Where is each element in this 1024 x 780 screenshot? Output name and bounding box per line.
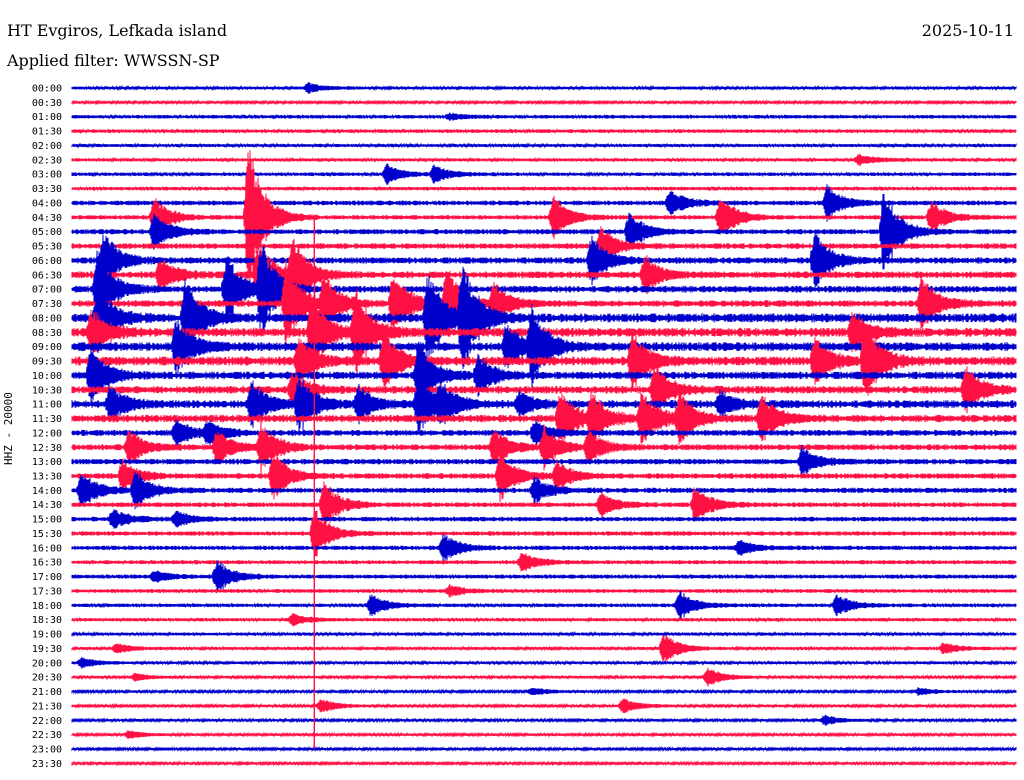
time-tick-label: 11:00 — [32, 400, 62, 411]
time-tick-label: 06:30 — [32, 270, 62, 281]
time-tick-label: 20:30 — [32, 673, 62, 684]
time-tick-label: 14:00 — [32, 486, 62, 497]
station-title: HT Evgiros, Lefkada island — [7, 21, 228, 40]
time-tick-label: 17:00 — [32, 572, 62, 583]
time-tick-label: 08:00 — [32, 313, 62, 324]
time-labels: 00:00 00:30 01:00 01:30 02:00 02:30 03:00 03:30… — [32, 84, 62, 770]
time-tick-label: 15:00 — [32, 515, 62, 526]
time-tick-label: 03:00 — [32, 170, 62, 181]
time-tick-label: 02:00 — [32, 141, 62, 152]
time-tick-label: 22:00 — [32, 716, 62, 727]
time-tick-label: 11:30 — [32, 414, 62, 425]
time-tick-label: 15:30 — [32, 529, 62, 540]
time-tick-label: 05:00 — [32, 227, 62, 238]
time-tick-label: 05:30 — [32, 242, 62, 253]
record-date: 2025-10-11 — [921, 21, 1014, 40]
time-tick-label: 04:00 — [32, 198, 62, 209]
time-tick-label: 19:00 — [32, 630, 62, 641]
time-tick-label: 08:30 — [32, 328, 62, 339]
time-tick-label: 02:30 — [32, 155, 62, 166]
time-tick-label: 07:00 — [32, 285, 62, 296]
time-tick-label: 23:30 — [32, 759, 62, 770]
time-tick-label: 16:00 — [32, 543, 62, 554]
time-tick-label: 23:00 — [32, 745, 62, 756]
time-tick-label: 07:30 — [32, 299, 62, 310]
time-tick-label: 22:30 — [32, 730, 62, 741]
time-tick-label: 03:30 — [32, 184, 62, 195]
time-tick-label: 20:00 — [32, 658, 62, 669]
time-tick-label: 21:30 — [32, 701, 62, 712]
time-tick-label: 16:30 — [32, 558, 62, 569]
time-tick-label: 14:30 — [32, 500, 62, 511]
time-tick-label: 12:00 — [32, 428, 62, 439]
time-tick-label: 19:30 — [32, 644, 62, 655]
time-tick-label: 01:00 — [32, 112, 62, 123]
time-tick-label: 12:30 — [32, 443, 62, 454]
time-tick-label: 01:30 — [32, 127, 62, 138]
time-tick-label: 13:30 — [32, 471, 62, 482]
applied-filter: Applied filter: WWSSN-SP — [7, 51, 220, 70]
time-tick-label: 09:30 — [32, 357, 62, 368]
time-tick-label: 10:00 — [32, 371, 62, 382]
seismic-traces — [71, 82, 1017, 767]
time-tick-label: 00:30 — [32, 98, 62, 109]
time-tick-label: 04:30 — [32, 213, 62, 224]
time-tick-label: 09:00 — [32, 342, 62, 353]
time-tick-label: 13:00 — [32, 457, 62, 468]
time-tick-label: 21:00 — [32, 687, 62, 698]
time-tick-label: 06:00 — [32, 256, 62, 267]
time-tick-label: 17:30 — [32, 586, 62, 597]
time-tick-label: 18:30 — [32, 615, 62, 626]
time-tick-label: 00:00 — [32, 84, 62, 95]
time-tick-label: 10:30 — [32, 385, 62, 396]
time-tick-label: 18:00 — [32, 601, 62, 612]
